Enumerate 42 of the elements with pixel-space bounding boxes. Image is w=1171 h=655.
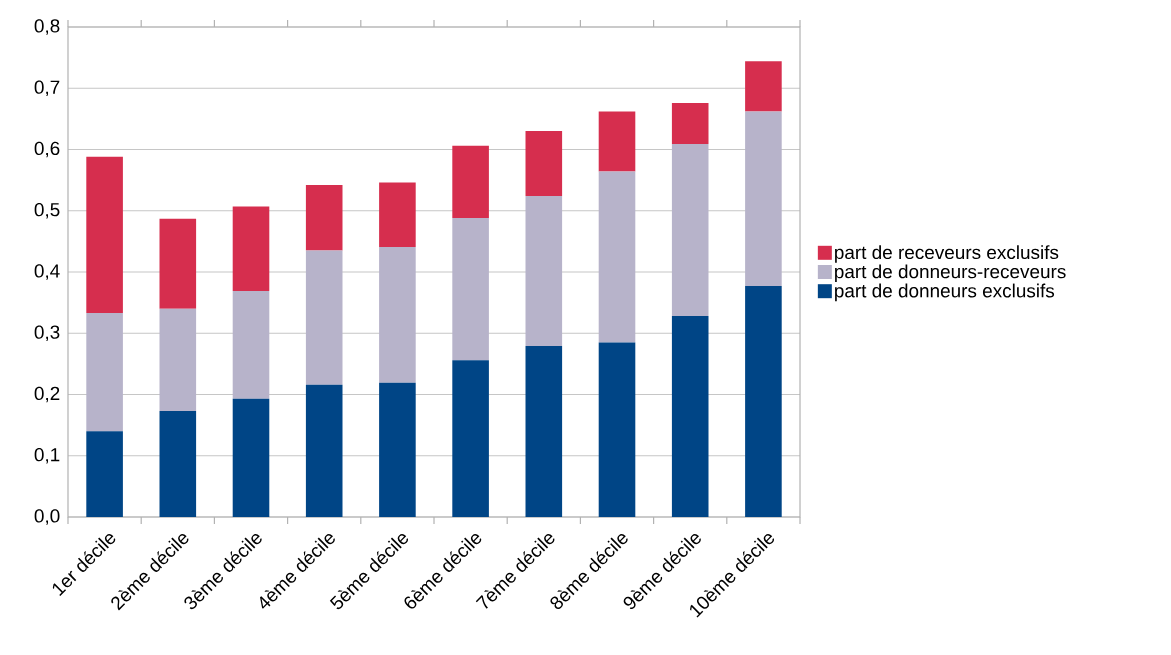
y-tick-label: 0,6	[34, 141, 60, 158]
bar	[379, 246, 416, 383]
bar	[745, 286, 782, 517]
y-tick-label: 0,8	[34, 19, 60, 35]
bar	[452, 218, 489, 361]
bar	[598, 111, 636, 172]
bar	[379, 382, 416, 517]
bar	[671, 102, 709, 144]
bar	[305, 384, 343, 517]
bar	[86, 431, 123, 517]
bar	[232, 398, 270, 517]
bar	[745, 61, 782, 112]
legend-label: part de receveurs exclusifs	[835, 245, 1059, 263]
bar	[86, 313, 123, 432]
bar	[159, 308, 197, 412]
legend-label: part de donneurs-receveurs	[835, 264, 1066, 283]
bar	[86, 156, 123, 314]
bar	[452, 360, 489, 517]
bar	[671, 316, 709, 517]
bar	[671, 143, 709, 317]
bar	[525, 346, 563, 517]
bar	[452, 145, 489, 219]
bar	[159, 218, 197, 309]
bar	[305, 250, 343, 385]
y-tick-label: 0,4	[34, 264, 60, 280]
bar	[598, 342, 636, 517]
bar	[159, 411, 197, 517]
y-tick-label: 0,2	[34, 386, 60, 403]
y-tick-label: 0,7	[34, 80, 60, 97]
y-tick-label: 0,1	[34, 447, 60, 464]
bar	[305, 185, 343, 251]
y-tick-label: 0,5	[34, 202, 60, 219]
y-tick-label: 0,3	[34, 325, 60, 342]
bar	[525, 131, 563, 197]
bar	[379, 182, 416, 247]
legend-label: part de donneurs exclusifs	[835, 283, 1055, 302]
bar	[232, 290, 270, 399]
bar	[525, 196, 563, 347]
bar	[745, 111, 782, 287]
bar	[598, 171, 636, 343]
y-tick-label: 0,0	[34, 509, 60, 525]
bar	[232, 206, 270, 291]
